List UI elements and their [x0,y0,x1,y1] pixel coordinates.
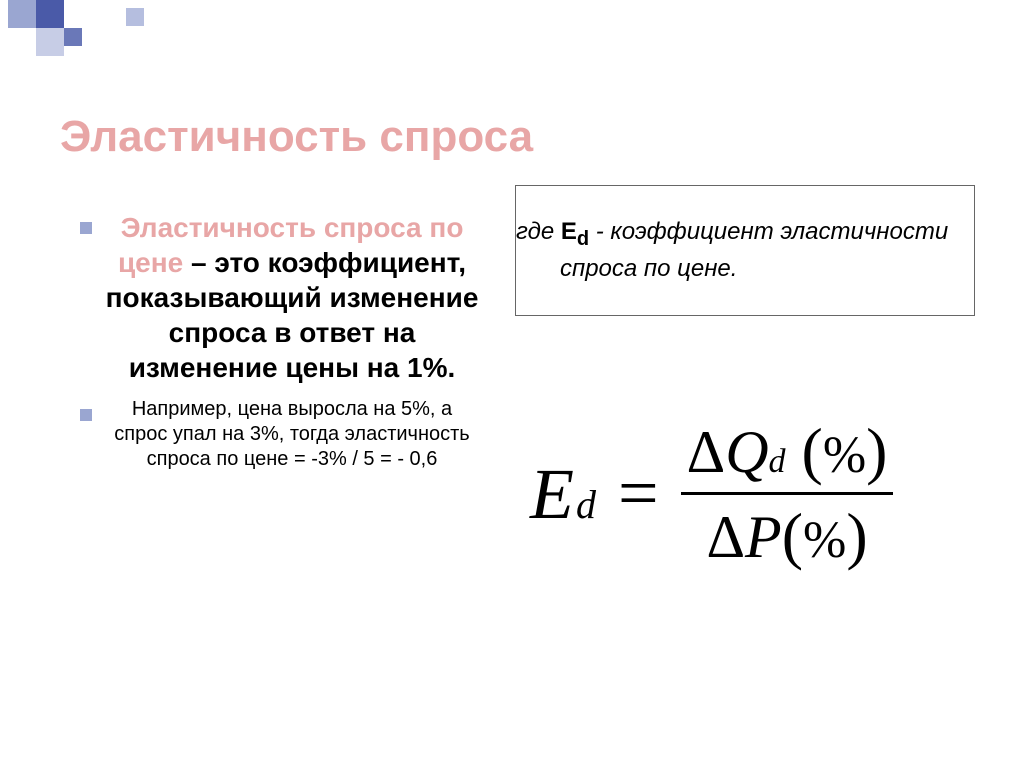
example-text: Например, цена выросла на 5%, а спрос уп… [104,397,480,472]
decor-square [64,28,82,46]
decor-square [36,0,64,28]
decor-square [8,0,36,28]
decor-square [126,8,144,26]
left-column: Эластичность спроса по цене – это коэффи… [80,210,480,484]
slide-title: Эластичность спроса [60,112,533,162]
bullet-icon [80,222,92,234]
bullet-icon [80,409,92,421]
decor-square [36,28,64,56]
right-column: где Ed - коэффициент эластичности спроса… [515,185,975,316]
formula: Ed = ΔQd (%) ΔP (%) [530,410,893,577]
legend-box: где Ed - коэффициент эластичности спроса… [515,185,975,316]
definition-text: Эластичность спроса по цене – это коэффи… [104,210,480,385]
